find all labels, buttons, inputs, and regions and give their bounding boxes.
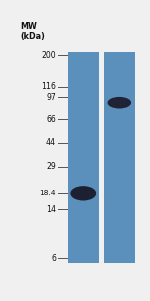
Text: 200: 200 — [41, 51, 56, 60]
Text: 6: 6 — [51, 254, 56, 263]
Text: 97: 97 — [46, 93, 56, 101]
Text: 14: 14 — [46, 205, 56, 214]
Text: 44: 44 — [46, 138, 56, 147]
Bar — [68, 52, 99, 263]
Text: 18.4: 18.4 — [39, 190, 56, 196]
Text: 116: 116 — [41, 82, 56, 91]
Text: 66: 66 — [46, 115, 56, 124]
Bar — [104, 52, 135, 263]
Text: 29: 29 — [46, 163, 56, 172]
Text: MW
(kDa): MW (kDa) — [20, 22, 45, 41]
Ellipse shape — [70, 186, 96, 200]
Ellipse shape — [108, 97, 131, 108]
